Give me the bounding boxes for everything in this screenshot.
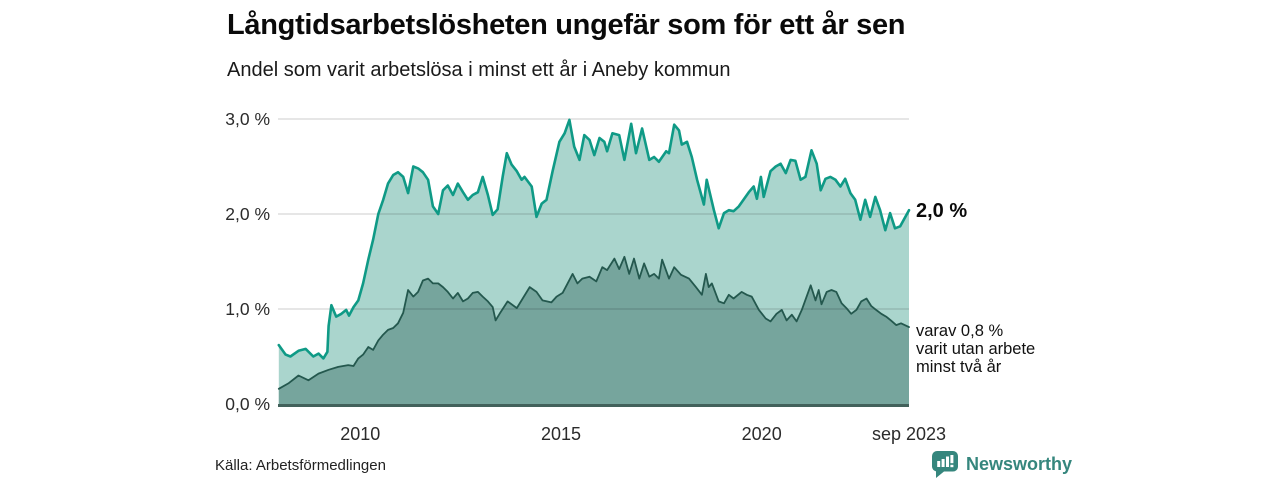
x-tick-label-2010: 2010 [340, 424, 380, 444]
newsworthy-logo-text: Newsworthy [966, 454, 1073, 474]
series-1-line [277, 118, 911, 360]
source-label: Källa: Arbetsförmedlingen [215, 457, 386, 474]
series2-annotation: varav 0,8 % varit utan arbete minst två … [916, 322, 1035, 376]
chart-subtitle: Andel som varit arbetslösa i minst ett å… [227, 59, 731, 81]
chart-title: Långtidsarbetslösheten ungefär som för e… [227, 9, 906, 41]
annotation-line-3: minst två år [916, 358, 1002, 376]
y-tick-label-3: 3,0 % [225, 109, 270, 129]
y-tick-label-1: 1,0 % [225, 299, 270, 319]
newsworthy-logo-icon [932, 451, 958, 478]
x-tick-label-sep-2023: sep 2023 [872, 424, 946, 444]
series-2-line [277, 255, 910, 390]
x-tick-label-2015: 2015 [541, 424, 581, 444]
series1-end-value-label: 2,0 % [916, 200, 968, 222]
annotation-line-1: varav 0,8 % [916, 322, 1004, 340]
y-tick-label-2: 2,0 % [225, 204, 270, 224]
series-2-area [278, 256, 909, 404]
y-tick-label-0: 0,0 % [225, 394, 270, 414]
newsworthy-logo: Newsworthy [932, 451, 1072, 478]
x-tick-label-2020: 2020 [742, 424, 782, 444]
annotation-line-2: varit utan arbete [916, 340, 1036, 358]
